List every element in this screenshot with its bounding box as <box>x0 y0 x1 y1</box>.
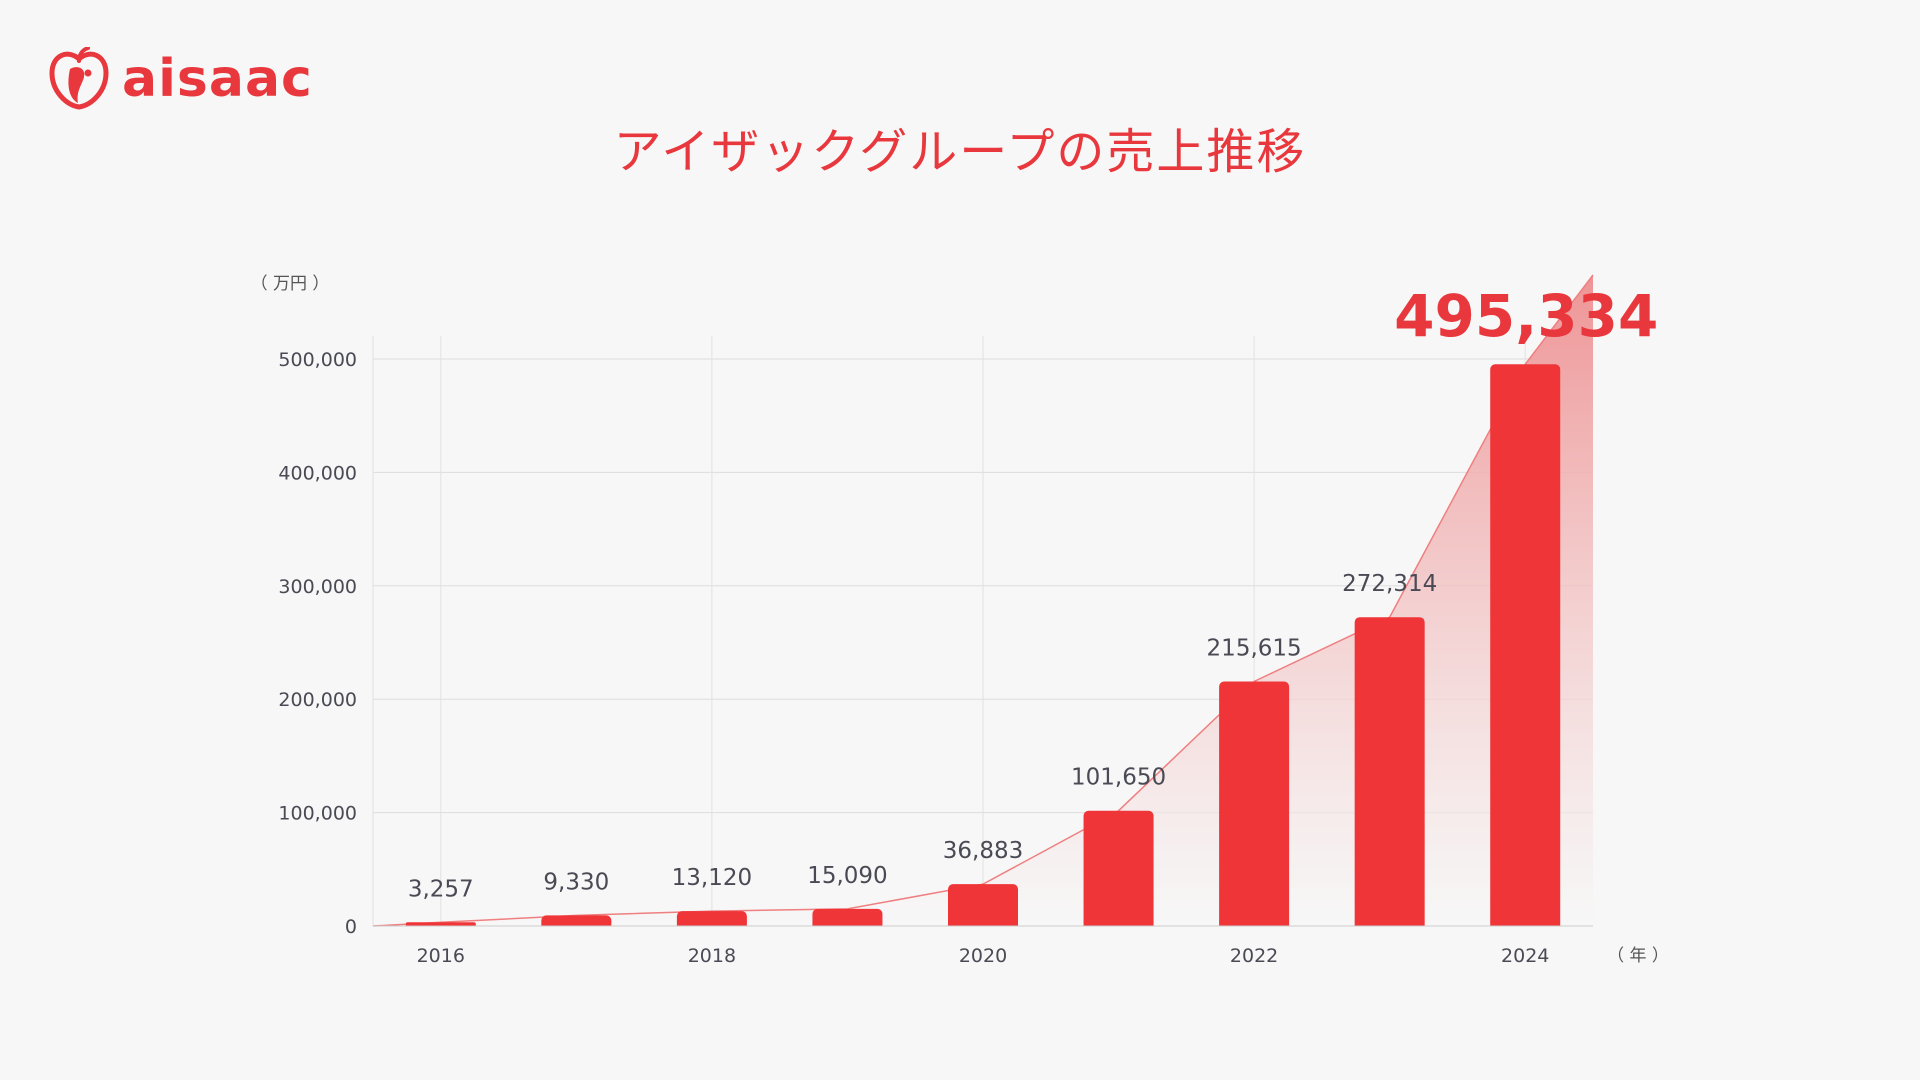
brand-logo: aisaac <box>48 36 313 122</box>
bar-2020 <box>948 884 1018 926</box>
data-label-2018: 13,120 <box>672 865 752 891</box>
data-label-2017: 9,330 <box>543 869 609 895</box>
data-label-2016: 3,257 <box>408 876 474 902</box>
bar-base-2019 <box>812 921 883 926</box>
chart-bars <box>405 364 1561 926</box>
bar-2023 <box>1354 617 1425 926</box>
x-tick-label: 2022 <box>1230 945 1278 967</box>
chart-axes: 0 100,000 200,000 300,000 400,000 500,000 2016… <box>251 274 1669 967</box>
x-tick-label: 2024 <box>1501 945 1549 967</box>
bar-2021 <box>1083 810 1154 926</box>
bar-2022 <box>1219 681 1290 926</box>
page-title: アイザックグループの売上推移 <box>613 124 1307 180</box>
y-tick-label: 500,000 <box>278 349 357 371</box>
apple-icon <box>49 47 109 110</box>
bar-base-2021 <box>1083 921 1154 926</box>
data-label-2019: 15,090 <box>807 863 887 889</box>
data-label-2020: 36,883 <box>943 838 1023 864</box>
y-tick-label: 200,000 <box>278 689 357 711</box>
x-tick-label: 2018 <box>688 945 736 967</box>
bar-base-2024 <box>1490 921 1561 926</box>
x-tick-label: 2020 <box>959 945 1007 967</box>
y-tick-label: 400,000 <box>278 462 357 484</box>
data-label-2023: 272,314 <box>1342 571 1437 597</box>
bar-base-2022 <box>1219 921 1290 926</box>
bar-2024 <box>1490 364 1561 926</box>
bar-base-2017 <box>541 921 612 926</box>
x-axis-unit: （ 年 ） <box>1607 946 1669 966</box>
bar-base-2016 <box>405 924 476 926</box>
bar-base-2023 <box>1354 921 1425 926</box>
chart-data-labels: 3,257 9,330 13,120 15,090 36,883 101,650 215,6… <box>408 282 1658 902</box>
y-axis-unit: （ 万円 ） <box>251 274 330 294</box>
data-label-2022: 215,615 <box>1207 635 1302 661</box>
brand-name: aisaac <box>122 49 313 109</box>
y-tick-label: 0 <box>345 916 357 938</box>
bar-base-2018 <box>676 921 747 926</box>
x-tick-label: 2016 <box>417 945 465 967</box>
data-label-2024: 495,334 <box>1394 282 1658 350</box>
y-tick-label: 100,000 <box>278 803 357 825</box>
y-tick-label: 300,000 <box>278 576 357 598</box>
data-label-2021: 101,650 <box>1071 765 1166 791</box>
bar-base-2020 <box>948 921 1018 926</box>
